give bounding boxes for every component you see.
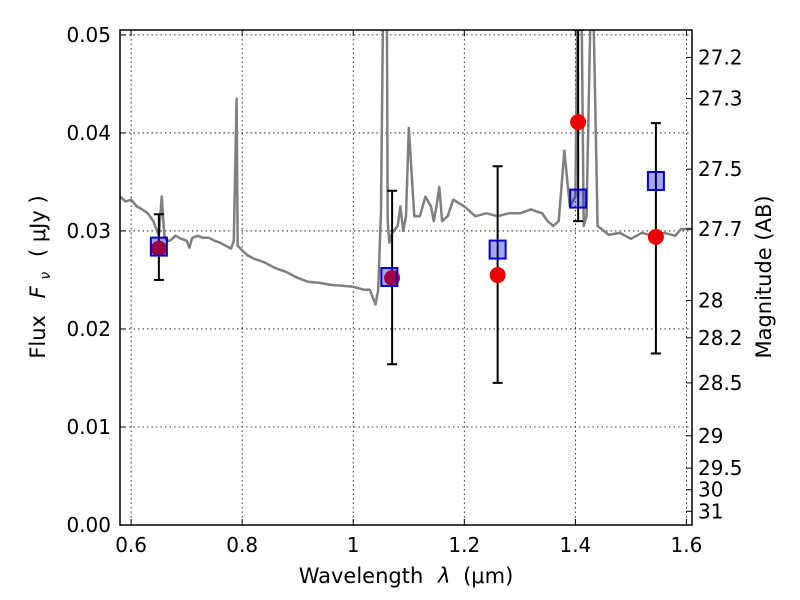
y-axis-label-symbol: F: [26, 285, 50, 298]
plot-frame: [119, 29, 693, 526]
y-tick-label: 0.00: [66, 513, 111, 537]
y2-tick-label: 29: [698, 424, 723, 448]
x-axis-label-unit: (μm): [463, 564, 513, 588]
y-axis-label-subscript: ν: [38, 272, 54, 280]
axis-ticks: 0.6 0.8 1 1.2 1.4 1.6 0.00 0.01 0.02 0.03 0.04 0.05…: [66, 23, 742, 557]
observed-point: [489, 267, 506, 284]
model-photometry-point: [646, 170, 665, 191]
y-tick-label: 0.03: [66, 219, 111, 243]
x-axis-label: Wavelength λ (μm): [299, 564, 514, 588]
observed-point: [570, 114, 587, 131]
y2-tick-label: 30: [698, 478, 723, 502]
plot-series: [120, 30, 692, 384]
y2-tick-label: 28.2: [698, 326, 743, 350]
x-tick-label: 1.4: [559, 533, 591, 557]
x-tick-label: 0.8: [226, 533, 258, 557]
x-tick-label: 1.6: [671, 533, 703, 557]
right-axis-label: Magnitude (AB): [752, 195, 776, 358]
y-tick-label: 0.02: [66, 317, 111, 341]
gridlines: [120, 30, 692, 526]
y-tick-label: 0.01: [66, 415, 111, 439]
y2-tick-label: 27.2: [698, 45, 743, 69]
y-tick-label: 0.04: [66, 121, 111, 145]
x-axis-label-symbol: λ: [437, 564, 450, 588]
model-photometry-point: [488, 239, 507, 260]
y-tick-label: 0.05: [66, 23, 111, 47]
x-tick-label: 1.2: [448, 533, 480, 557]
y2-tick-label: 31: [698, 499, 723, 523]
y2-tick-label: 27.3: [698, 87, 743, 111]
y2-tick-label: 29.5: [698, 456, 743, 480]
observed-point: [384, 269, 401, 286]
model-photometry-point: [380, 267, 399, 288]
x-tick-label: 0.6: [115, 533, 147, 557]
y-axis-label-text: Flux: [26, 315, 50, 359]
y-axis-label: Flux F ν ( μJy ): [26, 195, 55, 358]
observed-point: [150, 240, 167, 257]
y2-tick-label: 28: [698, 289, 723, 313]
model-photometry-point: [569, 188, 588, 209]
y-axis-label-unit: ( μJy ): [26, 195, 50, 257]
y2-tick-label: 27.7: [698, 217, 743, 241]
x-axis-label-text: Wavelength: [299, 564, 424, 588]
y2-tick-label: 27.5: [698, 157, 743, 181]
observed-point: [647, 228, 664, 245]
y2-tick-label: 28.5: [698, 371, 743, 395]
model-photometry-point: [149, 236, 168, 257]
x-tick-label: 1: [347, 533, 360, 557]
model-spectrum-line: [120, 30, 692, 306]
